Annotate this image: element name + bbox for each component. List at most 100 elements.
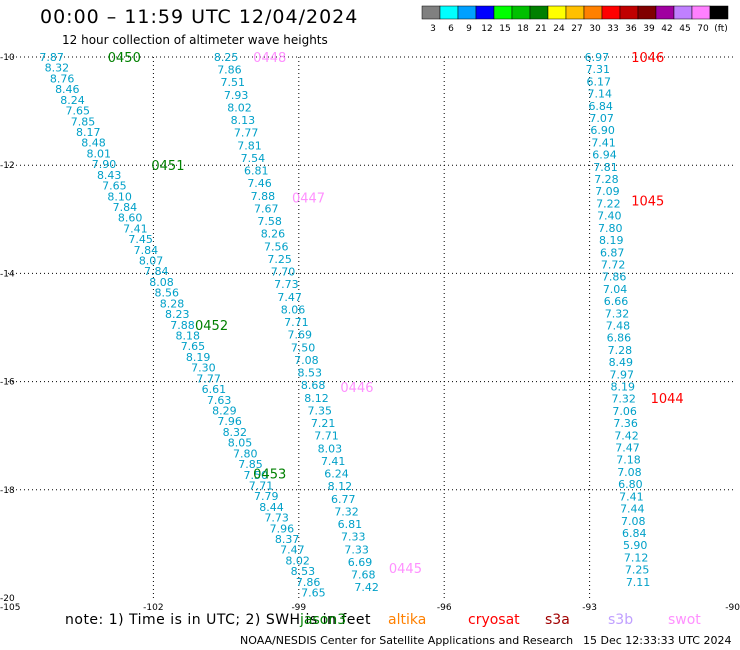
- y-tick-label: -20: [0, 594, 15, 604]
- scale-swatch: [421, 5, 441, 20]
- data-point-swot: 7.35: [308, 404, 333, 417]
- data-point-swot: 6.81: [338, 518, 363, 531]
- scale-label: 24: [553, 24, 565, 34]
- data-point-jason3: 7.79: [254, 490, 279, 503]
- scale-label: 39: [643, 24, 655, 34]
- data-point-swot: 8.06: [281, 303, 306, 316]
- data-point-jason3: 8.29: [212, 404, 237, 417]
- data-point-jason3: 7.30: [191, 362, 216, 375]
- scale-swatch: [511, 5, 531, 20]
- data-point-swot: 8.26: [261, 228, 286, 241]
- data-point-jason3: 7.88: [170, 319, 195, 332]
- data-point-jason3: 7.41: [123, 222, 148, 235]
- scale-swatch: [709, 5, 729, 20]
- data-point-jason3: 7.65: [66, 105, 91, 118]
- time-label-jason3: 0452: [195, 319, 228, 334]
- data-point-cryosat: 7.31: [586, 63, 611, 76]
- time-label-swot: 0448: [253, 51, 286, 66]
- data-point-cryosat: 7.22: [596, 197, 621, 210]
- scale-label: 9: [466, 24, 472, 34]
- chart-subtitle: 12 hour collection of altimeter wave hei…: [62, 33, 328, 47]
- data-point-cryosat: 8.49: [609, 356, 634, 369]
- data-point-swot: 7.73: [274, 278, 299, 291]
- data-point-cryosat: 7.28: [594, 173, 619, 186]
- legend-item-cryosat: cryosat: [468, 612, 520, 628]
- data-point-jason3: 8.76: [50, 72, 75, 85]
- data-point-cryosat: 7.97: [610, 368, 635, 381]
- data-point-cryosat: 6.97: [585, 51, 610, 64]
- data-point-cryosat: 6.94: [592, 149, 617, 162]
- data-point-cryosat: 6.17: [587, 75, 612, 88]
- data-point-jason3: 8.46: [55, 83, 80, 96]
- scale-swatch: [457, 5, 477, 20]
- chart-title: 00:00 – 11:59 UTC 12/04/2024: [40, 6, 359, 28]
- legend-item-swot: swot: [668, 612, 701, 628]
- data-point-swot: 7.93: [224, 89, 249, 102]
- data-point-jason3: 7.45: [128, 233, 153, 246]
- data-point-jason3: 7.84: [134, 244, 159, 257]
- scale-swatch: [655, 5, 675, 20]
- data-point-swot: 7.41: [321, 455, 346, 468]
- scale-label: 36: [625, 24, 637, 34]
- data-point-swot: 7.67: [254, 202, 279, 215]
- data-point-jason3: 7.65: [301, 587, 326, 600]
- data-point-cryosat: 7.14: [587, 88, 612, 101]
- data-point-jason3: 8.37: [275, 533, 300, 546]
- x-tick-label: -93: [582, 603, 597, 613]
- time-label-jason3: 0450: [108, 51, 141, 66]
- legend-item-s3a: s3a: [545, 612, 570, 628]
- data-point-cryosat: 7.32: [605, 307, 630, 320]
- data-point-cryosat: 7.08: [621, 515, 646, 528]
- data-point-swot: 7.21: [311, 417, 336, 430]
- data-point-cryosat: 7.41: [619, 490, 644, 503]
- data-point-swot: 7.08: [294, 354, 319, 367]
- data-point-swot: 7.47: [277, 291, 302, 304]
- data-point-swot: 7.88: [251, 190, 276, 203]
- scale-label: (ft): [714, 24, 728, 34]
- data-point-cryosat: 7.42: [614, 429, 639, 442]
- data-point-cryosat: 7.25: [625, 564, 650, 577]
- data-point-cryosat: 6.84: [622, 527, 647, 540]
- data-point-jason3: 7.50: [244, 469, 269, 482]
- legend-item-s3b: s3b: [608, 612, 634, 628]
- data-point-cryosat: 7.12: [624, 551, 649, 564]
- data-point-cryosat: 8.19: [610, 381, 635, 394]
- data-point-jason3: 6.61: [202, 383, 227, 396]
- data-point-cryosat: 7.09: [595, 185, 620, 198]
- scale-label: 33: [607, 24, 618, 34]
- data-point-swot: 6.69: [348, 556, 373, 569]
- x-tick-label: -96: [437, 603, 452, 613]
- data-point-jason3: 8.07: [139, 255, 164, 268]
- data-point-jason3: 7.80: [233, 447, 258, 460]
- y-tick-label: -10: [0, 53, 15, 63]
- data-point-cryosat: 6.90: [590, 124, 615, 137]
- data-point-jason3: 8.18: [175, 330, 200, 343]
- data-point-jason3: 8.32: [223, 426, 248, 439]
- data-point-cryosat: 7.40: [597, 210, 622, 223]
- time-label-swot: 0447: [292, 192, 325, 207]
- footer-credit: NOAA/NESDIS Center for Satellite Applica…: [240, 634, 574, 647]
- data-point-jason3: 7.90: [92, 158, 117, 171]
- data-point-jason3: 7.71: [249, 479, 274, 492]
- data-point-swot: 7.50: [291, 341, 316, 354]
- data-point-swot: 7.77: [234, 127, 259, 140]
- data-point-swot: 8.12: [304, 392, 329, 405]
- data-point-cryosat: 7.28: [608, 344, 633, 357]
- scale-label: 30: [589, 24, 601, 34]
- scale-label: 15: [499, 24, 510, 34]
- data-point-cryosat: 6.66: [604, 295, 629, 308]
- footer-note: note: 1) Time is in UTC; 2) SWH is in fe…: [65, 612, 372, 628]
- time-label-cryosat: 1044: [651, 392, 684, 407]
- data-point-jason3: 8.53: [291, 565, 316, 578]
- data-point-jason3: 8.56: [155, 287, 180, 300]
- data-point-jason3: 7.86: [296, 576, 321, 589]
- data-point-jason3: 7.85: [71, 115, 96, 128]
- data-point-swot: 7.46: [247, 177, 272, 190]
- footer-timestamp: 15 Dec 12:33:33 UTC 2024: [583, 634, 732, 647]
- data-point-swot: 8.68: [301, 379, 326, 392]
- scale-swatch: [691, 5, 711, 20]
- data-point-jason3: 7.84: [113, 201, 138, 214]
- data-point-jason3: 7.85: [238, 458, 263, 471]
- data-point-swot: 8.03: [318, 442, 343, 455]
- data-point-jason3: 8.23: [165, 308, 190, 321]
